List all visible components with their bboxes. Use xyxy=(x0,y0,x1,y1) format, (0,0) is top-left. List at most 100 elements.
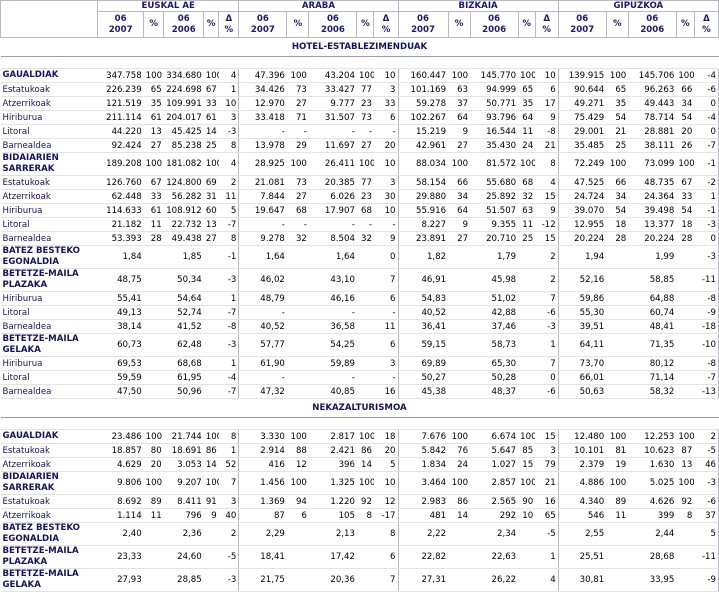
value-cell: 40,52 xyxy=(398,305,449,320)
value-cell xyxy=(448,356,471,371)
column-header: 06 2007 xyxy=(238,11,288,38)
value-cell: 21 xyxy=(606,124,629,139)
value-cell xyxy=(676,291,695,306)
value-cell: 18 xyxy=(373,429,399,444)
value-cell: 100 xyxy=(143,471,164,495)
value-cell: 94 xyxy=(286,494,309,509)
value-cell xyxy=(356,268,374,292)
value-cell: 76 xyxy=(448,443,471,458)
group-row: BETETZE-MAILA GELAKA 27,93 28,85 -3 21,75 20,… xyxy=(0,568,719,592)
value-cell: 24,60 xyxy=(163,545,204,569)
value-cell xyxy=(676,245,695,269)
value-cell xyxy=(356,356,374,371)
value-cell: 29 xyxy=(286,138,309,153)
detail-row: Estatukoak 126.760 67 124.800 69 2 21.081 73 20.… xyxy=(0,175,719,190)
value-cell: 49,13 xyxy=(97,305,144,320)
value-cell: 77 xyxy=(356,175,374,190)
value-cell: 64 xyxy=(518,110,536,125)
value-cell: 20.224 xyxy=(558,231,607,246)
value-cell: 100 xyxy=(448,68,471,83)
value-cell: 3 xyxy=(373,175,399,190)
value-cell: -8 xyxy=(535,124,559,139)
value-cell xyxy=(518,356,536,371)
value-cell: 100 xyxy=(676,68,695,83)
value-cell: 81 xyxy=(606,443,629,458)
value-cell: 14 xyxy=(203,457,219,472)
value-cell xyxy=(286,522,309,546)
row-label: Estatukoak xyxy=(0,494,98,509)
detail-row: Hiriburua 55,41 54,64 1 48,79 46,16 6 54,83 51,0… xyxy=(0,291,719,306)
value-cell: 2,34 xyxy=(470,522,519,546)
value-cell: 100 xyxy=(286,429,309,444)
value-cell xyxy=(143,568,164,592)
value-cell: 40 xyxy=(218,508,240,523)
value-cell xyxy=(143,370,164,385)
value-cell: 23,33 xyxy=(97,545,144,569)
value-cell: 11 xyxy=(143,508,164,523)
value-cell: - xyxy=(356,217,374,232)
value-cell: 2,55 xyxy=(558,522,607,546)
value-cell: 22,82 xyxy=(398,545,449,569)
value-cell: 63 xyxy=(448,82,471,97)
value-cell: -1 xyxy=(218,245,240,269)
value-cell xyxy=(606,291,629,306)
value-cell: 2.817 xyxy=(308,429,357,444)
row-label: Atzerrikoak xyxy=(0,189,98,204)
value-cell: 28.925 xyxy=(238,152,287,176)
value-cell: -1 xyxy=(694,152,719,176)
value-cell: - xyxy=(308,305,357,320)
column-label: 06 2006 xyxy=(171,13,196,35)
value-cell: 1.630 xyxy=(628,457,677,472)
value-cell: 1,94 xyxy=(558,245,607,269)
detail-row: Barnealdea 38,14 41,52 -8 40,52 36,58 11 36,41 3… xyxy=(0,319,719,334)
value-cell: 55.680 xyxy=(470,175,519,190)
group-row: BATEZ BESTEKO EGONALDIA 2,40 2,36 2 2,29 2,13… xyxy=(0,522,719,546)
value-cell: 416 xyxy=(238,457,287,472)
value-cell: 1 xyxy=(218,291,240,306)
value-cell: 35 xyxy=(518,96,536,111)
value-cell: 10 xyxy=(218,96,240,111)
value-cell: 100 xyxy=(286,471,309,495)
value-cell: 4.886 xyxy=(558,471,607,495)
value-cell: -8 xyxy=(694,356,719,371)
value-cell: 399 xyxy=(628,508,677,523)
value-cell: 100 xyxy=(143,429,164,444)
value-cell xyxy=(518,333,536,357)
row-label: Estatukoak xyxy=(0,82,98,97)
value-cell xyxy=(356,568,374,592)
row-label: Atzerrikoak xyxy=(0,457,98,472)
value-cell: 48,79 xyxy=(238,291,287,306)
value-cell: 15 xyxy=(535,429,559,444)
value-cell: 22.732 xyxy=(163,217,204,232)
value-cell: 1 xyxy=(694,189,719,204)
detail-row: Estatukoak 226.239 65 224.698 67 1 34.426 73 33.… xyxy=(0,82,719,97)
value-cell: 11 xyxy=(373,319,399,334)
value-cell: 2 xyxy=(694,429,719,444)
column-header: Δ % xyxy=(534,11,559,38)
value-cell: 4.626 xyxy=(628,494,677,509)
value-cell: 33,95 xyxy=(628,568,677,592)
value-cell: 38.111 xyxy=(628,138,677,153)
value-cell: 1.027 xyxy=(470,457,519,472)
value-cell: -3 xyxy=(694,471,719,495)
value-cell: 100 xyxy=(448,429,471,444)
value-cell: 100 xyxy=(676,471,695,495)
value-cell: 87 xyxy=(676,443,695,458)
value-cell: 20.710 xyxy=(470,231,519,246)
value-cell: 334.680 xyxy=(163,68,204,83)
value-cell: 27 xyxy=(448,231,471,246)
value-cell: 54,25 xyxy=(308,333,357,357)
value-cell: 546 xyxy=(558,508,607,523)
value-cell: 15 xyxy=(535,189,559,204)
value-cell: 48.735 xyxy=(628,175,677,190)
value-cell: 64 xyxy=(448,110,471,125)
value-cell: -11 xyxy=(694,545,719,569)
value-cell: 21 xyxy=(535,471,559,495)
value-cell: 17,42 xyxy=(308,545,357,569)
value-cell: -11 xyxy=(694,268,719,292)
value-cell: -7 xyxy=(218,384,240,399)
value-cell: 69,53 xyxy=(97,356,144,371)
value-cell: -2 xyxy=(694,175,719,190)
value-cell: 19.647 xyxy=(238,203,287,218)
value-cell: - xyxy=(308,217,357,232)
